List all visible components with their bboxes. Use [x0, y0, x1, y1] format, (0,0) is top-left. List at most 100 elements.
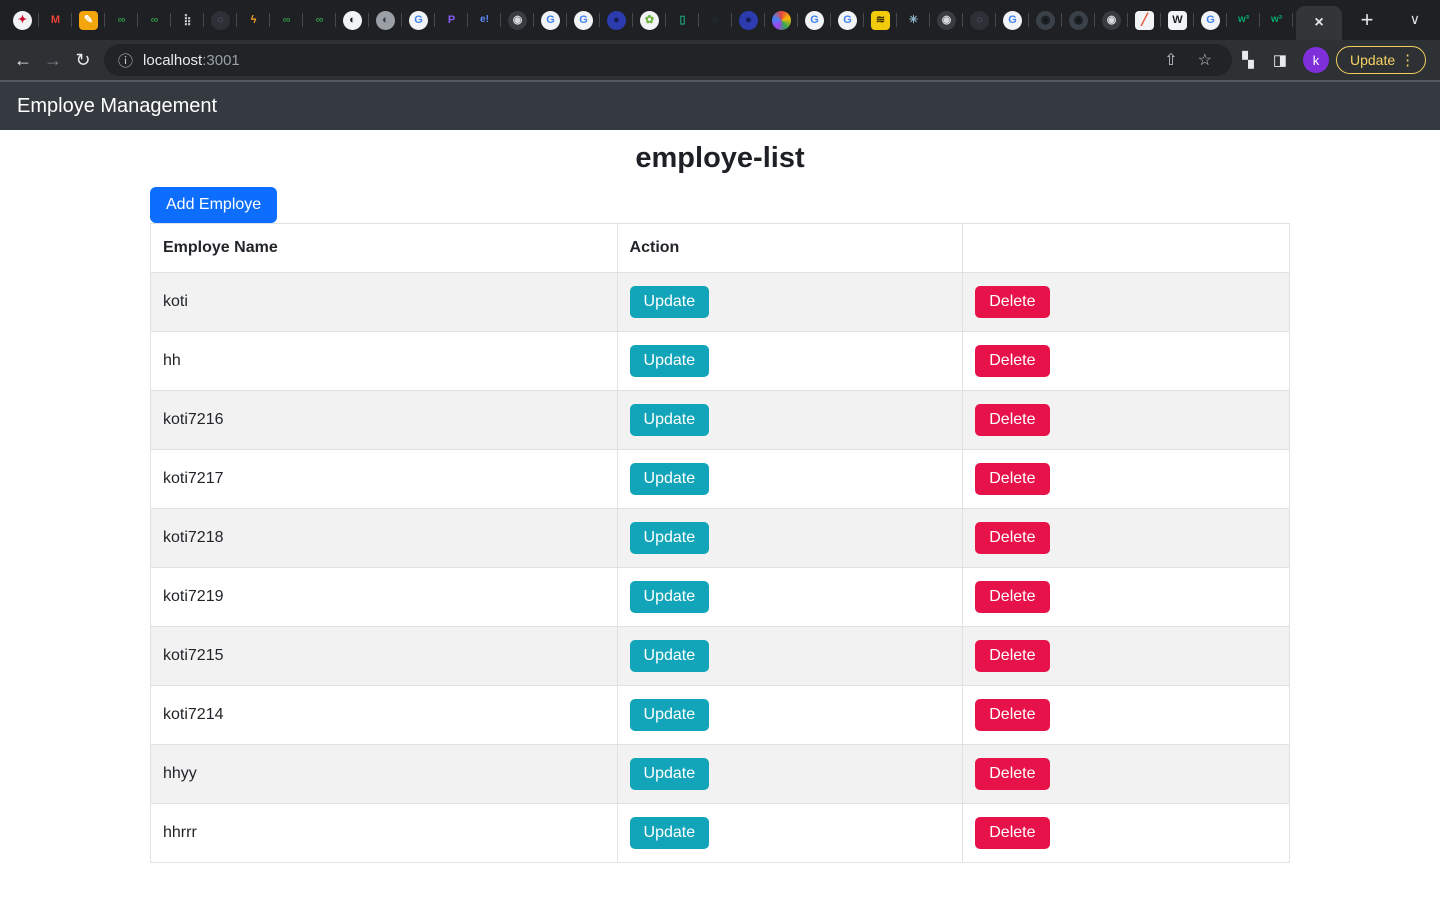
browser-menu-icon[interactable]: ⋮ — [1400, 52, 1416, 69]
address-bar[interactable]: ⓘ localhost :3001 ⇧ ☆ — [104, 44, 1232, 76]
pinned-tab[interactable]: e! — [468, 0, 501, 40]
share-icon[interactable]: ⇧ — [1164, 52, 1178, 69]
tab-search-chevron-icon[interactable]: ∨ — [1409, 11, 1420, 27]
pinned-tab[interactable]: ✳ — [897, 0, 930, 40]
pinned-tab[interactable]: ╱ — [1128, 0, 1161, 40]
content-wrap: Add Employe Employe Name Action koti Upda… — [150, 187, 1290, 863]
close-icon[interactable]: × — [1314, 14, 1324, 31]
pinned-tab[interactable]: ◉ — [1029, 0, 1062, 40]
pinned-tab[interactable]: P — [435, 0, 468, 40]
pinned-tab[interactable]: w³ — [1227, 0, 1260, 40]
pinned-tab[interactable]: ∞ — [303, 0, 336, 40]
pinned-tab[interactable]: ✎ — [72, 0, 105, 40]
back-button[interactable]: ← — [14, 49, 32, 70]
shield-icon: ✦ — [13, 10, 32, 30]
employee-name-cell: koti7214 — [150, 685, 618, 745]
employee-table: Employe Name Action koti Update Delete hh Up… — [150, 223, 1290, 863]
employee-name-cell: koti — [150, 272, 618, 332]
swirl-icon — [772, 10, 791, 30]
pinned-tab[interactable]: ○ — [963, 0, 996, 40]
pinned-tab[interactable] — [765, 0, 798, 40]
delete-button[interactable]: Delete — [975, 463, 1050, 495]
pinned-tab[interactable]: G — [567, 0, 600, 40]
url-host: localhost — [143, 51, 203, 69]
google-icon: G — [574, 10, 593, 30]
extensions-icon[interactable]: ▚ — [1242, 52, 1254, 69]
pinned-tab[interactable]: ● — [600, 0, 633, 40]
google-icon: G — [838, 10, 857, 30]
pinned-tab[interactable]: ◐ — [336, 0, 369, 40]
dark-globe-icon: ◉ — [937, 10, 956, 30]
update-button[interactable]: Update — [629, 463, 710, 495]
pinned-tab[interactable]: ▯ — [666, 0, 699, 40]
update-button[interactable]: Update — [629, 404, 710, 436]
update-button[interactable]: Update — [629, 345, 710, 377]
side-panel-icon[interactable]: ◨ — [1272, 52, 1288, 69]
update-button[interactable]: Update — [629, 581, 710, 613]
pinned-tab[interactable]: ∞ — [270, 0, 303, 40]
bookmark-star-icon[interactable]: ☆ — [1197, 52, 1212, 69]
delete-button[interactable]: Delete — [975, 345, 1050, 377]
update-button[interactable]: Update — [629, 286, 710, 318]
active-tab[interactable]: × — [1296, 6, 1342, 40]
pinned-tab[interactable]: G — [1194, 0, 1227, 40]
pinned-tab[interactable]: ∞ — [138, 0, 171, 40]
update-button[interactable]: Update — [629, 758, 710, 790]
delete-button[interactable]: Delete — [975, 581, 1050, 613]
update-cell: Update — [616, 744, 964, 804]
site-info-icon[interactable]: ⓘ — [118, 52, 134, 70]
employee-name-cell: koti7215 — [150, 626, 618, 686]
update-button[interactable]: Update — [629, 640, 710, 672]
wikipedia-icon: W — [1168, 10, 1187, 30]
new-tab-button[interactable]: + — [1360, 7, 1374, 32]
pinned-tab[interactable]: G — [534, 0, 567, 40]
dots-icon: ⣷ — [183, 13, 192, 26]
edit-icon: ✎ — [79, 10, 98, 30]
pinned-tab[interactable]: W — [1161, 0, 1194, 40]
pinned-tab[interactable]: G — [798, 0, 831, 40]
pinned-tab[interactable]: ϟ — [237, 0, 270, 40]
pinned-tab[interactable]: ◉ — [930, 0, 963, 40]
update-button[interactable]: Update — [629, 522, 710, 554]
pinned-tab[interactable]: ∞ — [105, 0, 138, 40]
pinned-tab[interactable]: w³ — [1260, 0, 1293, 40]
pinned-tab[interactable]: ✦ — [6, 0, 39, 40]
add-employe-button[interactable]: Add Employe — [150, 187, 278, 223]
delete-cell: Delete — [962, 744, 1290, 804]
pinned-tab[interactable]: G — [831, 0, 864, 40]
pinned-tab[interactable]: ◉ — [1095, 0, 1128, 40]
pinned-tab[interactable]: ✿ — [633, 0, 666, 40]
forward-button[interactable]: → — [44, 49, 62, 70]
pinned-tab[interactable]: G — [996, 0, 1029, 40]
pinned-tab[interactable]: G — [402, 0, 435, 40]
pinned-tab[interactable]: ◉ — [1062, 0, 1095, 40]
update-button[interactable]: Update — [629, 699, 710, 731]
pinned-tab[interactable]: ● — [732, 0, 765, 40]
pinned-tab[interactable]: ○ — [204, 0, 237, 40]
employee-row: koti Update Delete — [150, 272, 1290, 332]
p-icon: P — [447, 13, 456, 26]
header-empty — [962, 223, 1290, 273]
delete-cell: Delete — [962, 390, 1290, 450]
w3schools-icon: w³ — [1270, 14, 1283, 25]
delete-button[interactable]: Delete — [975, 699, 1050, 731]
pinned-tab[interactable]: ○ — [699, 0, 732, 40]
employee-row: koti7216 Update Delete — [150, 390, 1290, 450]
employee-row: hh Update Delete — [150, 331, 1290, 391]
pinned-tab[interactable]: ⣷ — [171, 0, 204, 40]
delete-button[interactable]: Delete — [975, 286, 1050, 318]
delete-button[interactable]: Delete — [975, 404, 1050, 436]
profile-avatar[interactable]: k — [1303, 47, 1329, 73]
delete-button[interactable]: Delete — [975, 758, 1050, 790]
chrome-update-button[interactable]: Update ⋮ — [1336, 46, 1427, 74]
delete-button[interactable]: Delete — [975, 522, 1050, 554]
google-icon: G — [1003, 10, 1022, 30]
delete-button[interactable]: Delete — [975, 817, 1050, 849]
pinned-tab[interactable]: ≋ — [864, 0, 897, 40]
pinned-tab[interactable]: M — [39, 0, 72, 40]
update-button[interactable]: Update — [629, 817, 710, 849]
delete-button[interactable]: Delete — [975, 640, 1050, 672]
reload-button[interactable]: ↻ — [75, 49, 91, 70]
pinned-tab[interactable]: ◉ — [501, 0, 534, 40]
pinned-tab[interactable]: ◐ — [369, 0, 402, 40]
